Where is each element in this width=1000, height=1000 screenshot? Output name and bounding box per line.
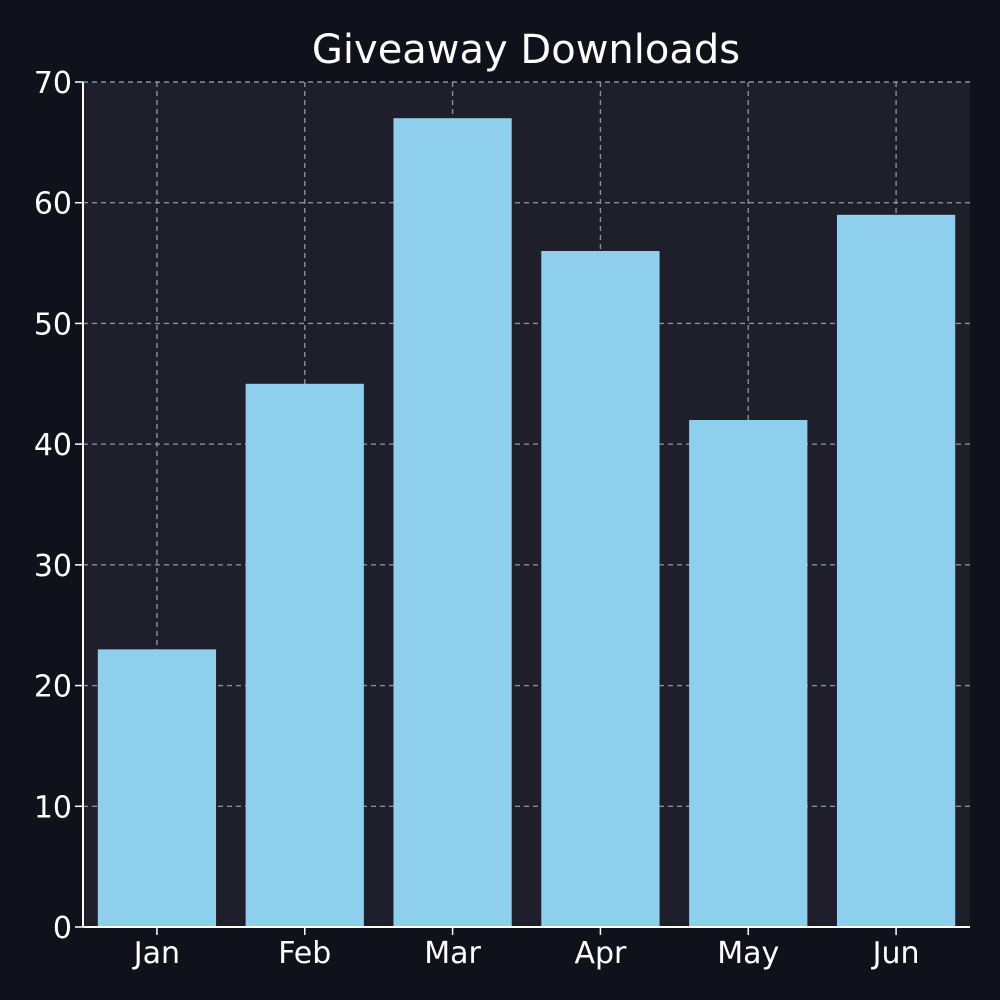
y-tick-label: 70 (34, 66, 72, 101)
x-tick-label: Feb (278, 936, 331, 971)
bar-may (689, 420, 808, 927)
y-tick-label: 0 (53, 911, 72, 946)
bar-jun (836, 214, 956, 928)
bar-apr (541, 251, 660, 927)
axes (75, 81, 970, 935)
x-tick-label: May (717, 936, 779, 971)
x-tick-label: Jan (132, 936, 180, 971)
y-tick-label: 50 (34, 307, 72, 342)
y-tick-label: 20 (34, 670, 72, 705)
x-tick-label: Apr (574, 936, 627, 971)
y-tick-label: 30 (34, 549, 72, 584)
bar-mar (393, 118, 512, 927)
y-tick-label: 60 (34, 187, 72, 222)
x-tick-label: Jun (871, 936, 920, 971)
y-tick-label: 40 (34, 428, 72, 463)
bar-series (97, 118, 956, 928)
plot-area (83, 82, 970, 927)
x-tick-label: Mar (424, 936, 481, 971)
bar-jan (97, 649, 217, 927)
tick-labels: 0 10 20 30 40 50 60 70 Jan Feb Mar Apr May Jun (34, 66, 920, 971)
y-tick-label: 10 (34, 790, 72, 825)
bar-feb (245, 383, 364, 927)
chart-title: Giveaway Downloads (312, 27, 740, 73)
